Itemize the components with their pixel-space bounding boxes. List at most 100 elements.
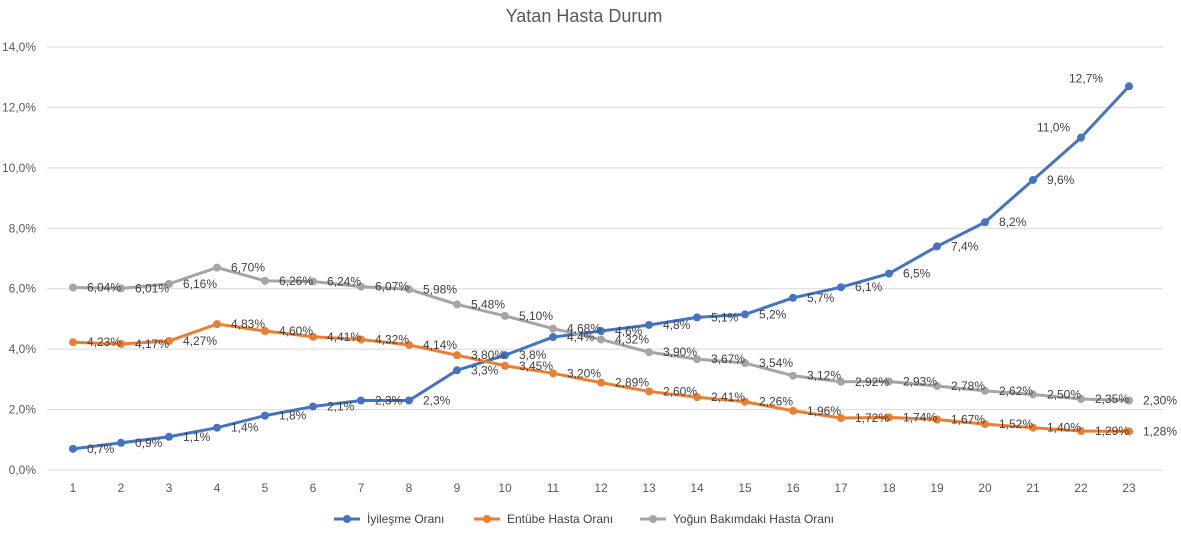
data-label: 1,74% xyxy=(903,410,937,424)
data-point xyxy=(117,438,125,447)
data-point xyxy=(261,276,269,285)
data-point xyxy=(789,371,797,380)
x-tick-label: 7 xyxy=(358,481,365,495)
data-label: 2,89% xyxy=(615,376,649,390)
data-label: 3,67% xyxy=(711,352,745,366)
x-tick-label: 14 xyxy=(690,481,704,495)
data-point xyxy=(789,293,797,302)
data-label: 2,78% xyxy=(951,379,985,393)
data-label: 2,3% xyxy=(375,394,403,408)
data-point xyxy=(165,336,173,345)
data-label: 4,41% xyxy=(327,330,361,344)
data-label: 2,26% xyxy=(759,395,793,409)
x-tick-label: 13 xyxy=(642,481,656,495)
data-label: 2,50% xyxy=(1047,387,1081,401)
y-axis-ticks: 0,0% 2,0% 4,0% 6,0% 8,0% 10,0% 12,0% 14,0% xyxy=(2,40,36,477)
data-label: 2,62% xyxy=(999,384,1033,398)
data-point xyxy=(1077,427,1085,436)
data-point xyxy=(645,320,653,329)
data-label: 2,30% xyxy=(1143,394,1177,408)
gridlines xyxy=(47,46,1163,471)
data-point xyxy=(213,423,221,432)
data-label: 1,28% xyxy=(1143,424,1177,438)
data-point xyxy=(1029,423,1037,432)
data-label: 1,4% xyxy=(231,421,259,435)
data-point xyxy=(597,327,605,336)
data-point xyxy=(645,387,653,396)
legend-label: Yoğun Bakımdaki Hasta Oranı xyxy=(673,512,834,526)
data-label: 11,0% xyxy=(1037,121,1070,135)
data-label: 3,80% xyxy=(471,348,505,362)
x-tick-label: 4 xyxy=(214,481,221,495)
data-point xyxy=(501,311,509,320)
data-label: 4,14% xyxy=(423,338,457,352)
data-point xyxy=(309,277,317,286)
data-point xyxy=(1029,390,1037,399)
data-point xyxy=(69,283,77,292)
data-point xyxy=(1029,175,1037,184)
legend-marker xyxy=(649,515,657,523)
data-point xyxy=(981,420,989,429)
x-tick-label: 2 xyxy=(118,481,125,495)
data-point xyxy=(693,313,701,322)
data-label: 1,8% xyxy=(279,409,307,423)
data-point xyxy=(1077,394,1085,403)
y-tick-label: 6,0% xyxy=(9,282,37,296)
x-tick-label: 3 xyxy=(166,481,173,495)
data-label: 5,10% xyxy=(519,309,553,323)
data-label: 5,48% xyxy=(471,297,505,311)
data-label: 5,1% xyxy=(711,310,739,324)
data-label: 5,2% xyxy=(759,307,787,321)
data-label: 1,1% xyxy=(183,430,211,444)
data-label: 4,27% xyxy=(183,334,217,348)
data-point xyxy=(837,414,845,423)
data-labels: 0,7% 0,9% 1,1% 1,4% 1,8% 2,1% 2,3% 2,3% 3,3% 3,8%… xyxy=(87,71,1177,456)
data-point xyxy=(933,242,941,251)
data-label: 2,1% xyxy=(327,400,355,414)
x-tick-label: 15 xyxy=(738,481,752,495)
data-label: 6,5% xyxy=(903,267,931,281)
data-point xyxy=(261,411,269,420)
data-point xyxy=(1125,82,1133,91)
x-tick-label: 21 xyxy=(1026,481,1040,495)
x-tick-label: 10 xyxy=(498,481,512,495)
y-tick-label: 10,0% xyxy=(2,161,36,175)
data-label: 4,6% xyxy=(615,324,643,338)
data-point xyxy=(69,338,77,347)
data-point xyxy=(549,369,557,378)
data-point xyxy=(981,218,989,227)
data-point xyxy=(885,377,893,386)
x-tick-label: 16 xyxy=(786,481,800,495)
data-point xyxy=(453,300,461,309)
legend-label: Entübe Hasta Oranı xyxy=(507,512,613,526)
x-tick-label: 23 xyxy=(1122,481,1136,495)
data-point xyxy=(837,283,845,292)
x-tick-label: 1 xyxy=(70,481,77,495)
x-tick-label: 22 xyxy=(1074,481,1088,495)
data-label: 5,7% xyxy=(807,291,835,305)
data-label: 4,8% xyxy=(663,318,691,332)
data-label: 6,07% xyxy=(375,280,409,294)
series-lines xyxy=(69,82,1133,453)
x-tick-label: 19 xyxy=(930,481,944,495)
data-label: 4,32% xyxy=(375,332,409,346)
data-label: 4,60% xyxy=(279,324,313,338)
data-point xyxy=(741,397,749,406)
data-label: 6,01% xyxy=(135,281,169,295)
x-tick-label: 9 xyxy=(454,481,461,495)
data-label: 0,7% xyxy=(87,442,115,456)
data-point xyxy=(981,386,989,395)
data-label: 3,54% xyxy=(759,356,793,370)
y-tick-label: 4,0% xyxy=(9,342,37,356)
data-label: 5,98% xyxy=(423,282,457,296)
data-point xyxy=(357,282,365,291)
data-point xyxy=(213,320,221,329)
data-point xyxy=(357,396,365,405)
data-point xyxy=(645,348,653,357)
data-point xyxy=(453,366,461,375)
data-point xyxy=(405,396,413,405)
data-point xyxy=(501,351,509,360)
data-label: 1,67% xyxy=(951,413,985,427)
data-label: 2,60% xyxy=(663,384,697,398)
